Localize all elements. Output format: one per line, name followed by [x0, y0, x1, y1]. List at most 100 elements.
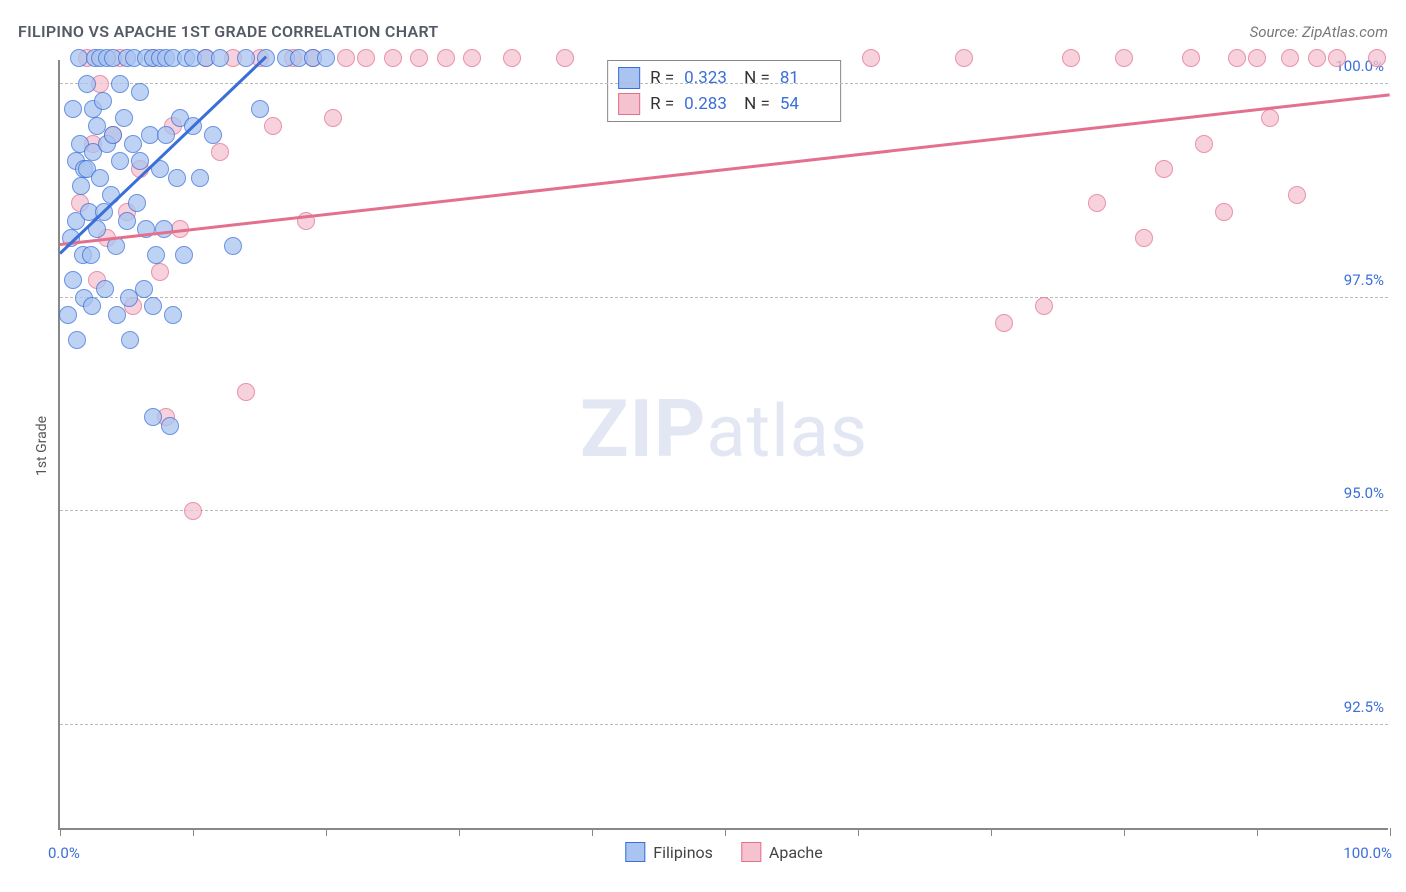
filipinos-point: [68, 331, 86, 349]
stats-legend-box: R = 0.323 N = 81 R = 0.283 N = 54: [607, 60, 841, 122]
filipinos-point: [144, 408, 162, 426]
apache-point: [410, 49, 428, 67]
filipinos-point: [108, 306, 126, 324]
r-label: R =: [650, 94, 674, 114]
filipinos-point: [147, 246, 165, 264]
filipinos-point: [118, 212, 136, 230]
r-value-filipinos: 0.323: [684, 68, 734, 88]
apache-point: [463, 49, 481, 67]
apache-point: [211, 143, 229, 161]
legend-swatch-filipinos: [625, 842, 645, 862]
y-tick-label: 97.5%: [1320, 271, 1390, 289]
x-tick: [459, 828, 460, 836]
x-tick: [193, 828, 194, 836]
apache-point: [1261, 109, 1279, 127]
apache-point: [556, 49, 574, 67]
apache-point: [1062, 49, 1080, 67]
x-tick: [1390, 828, 1391, 836]
gridline: [60, 510, 1388, 511]
source-label: Source: ZipAtlas.com: [1250, 23, 1388, 41]
legend-item-apache: Apache: [741, 842, 823, 862]
filipinos-point: [111, 75, 129, 93]
x-tick: [858, 828, 859, 836]
apache-point: [1248, 49, 1266, 67]
filipinos-point: [78, 75, 96, 93]
watermark-bold: ZIP: [580, 382, 707, 476]
filipinos-point: [144, 297, 162, 315]
filipinos-point: [64, 100, 82, 118]
apache-point: [1115, 49, 1133, 67]
stats-row-filipinos: R = 0.323 N = 81: [618, 65, 830, 91]
apache-point: [237, 383, 255, 401]
y-tick-label: 95.0%: [1320, 484, 1390, 502]
gridline: [60, 297, 1388, 298]
filipinos-point: [204, 126, 222, 144]
apache-point: [264, 117, 282, 135]
x-axis-max-label: 100.0%: [1343, 844, 1392, 862]
watermark-rest: atlas: [706, 389, 868, 474]
apache-point: [1368, 49, 1386, 67]
filipinos-point: [317, 49, 335, 67]
filipinos-point: [121, 331, 139, 349]
filipinos-point: [59, 306, 77, 324]
filipinos-point: [82, 246, 100, 264]
filipinos-point: [157, 126, 175, 144]
filipinos-point: [135, 280, 153, 298]
filipinos-point: [175, 246, 193, 264]
apache-point: [1215, 203, 1233, 221]
x-tick: [60, 828, 61, 836]
filipinos-point: [155, 220, 173, 238]
apache-point: [1035, 297, 1053, 315]
apache-point: [955, 49, 973, 67]
apache-point: [337, 49, 355, 67]
legend-label-filipinos: Filipinos: [653, 843, 713, 862]
filipinos-point: [64, 271, 82, 289]
n-label: N =: [744, 68, 770, 88]
swatch-apache: [618, 93, 640, 115]
swatch-filipinos: [618, 67, 640, 89]
apache-point: [1328, 49, 1346, 67]
legend-label-apache: Apache: [769, 843, 823, 862]
y-axis-label: 1st Grade: [34, 416, 50, 476]
filipinos-point: [96, 280, 114, 298]
filipinos-point: [94, 92, 112, 110]
apache-point: [1088, 194, 1106, 212]
bottom-legend: Filipinos Apache: [625, 842, 822, 862]
filipinos-point: [168, 169, 186, 187]
filipinos-point: [131, 152, 149, 170]
filipinos-point: [161, 417, 179, 435]
apache-point: [184, 502, 202, 520]
x-tick: [725, 828, 726, 836]
filipinos-point: [83, 297, 101, 315]
apache-point: [151, 263, 169, 281]
apache-point: [437, 49, 455, 67]
filipinos-point: [115, 109, 133, 127]
x-tick: [1124, 828, 1125, 836]
x-axis-min-label: 0.0%: [48, 844, 80, 862]
filipinos-point: [124, 135, 142, 153]
filipinos-point: [104, 126, 122, 144]
filipinos-point: [237, 49, 255, 67]
plot-area: ZIPatlas R = 0.323 N = 81 R = 0.283 N = …: [58, 60, 1388, 830]
n-value-apache: 54: [780, 94, 830, 114]
filipinos-point: [128, 194, 146, 212]
chart-title: FILIPINO VS APACHE 1ST GRADE CORRELATION…: [18, 22, 439, 41]
r-value-apache: 0.283: [684, 94, 734, 114]
r-label: R =: [650, 68, 674, 88]
filipinos-point: [211, 49, 229, 67]
apache-point: [1182, 49, 1200, 67]
watermark: ZIPatlas: [580, 382, 868, 476]
y-tick-label: 92.5%: [1320, 698, 1390, 716]
filipinos-point: [224, 237, 242, 255]
x-tick: [326, 828, 327, 836]
legend-item-filipinos: Filipinos: [625, 842, 713, 862]
x-tick: [991, 828, 992, 836]
n-label: N =: [744, 94, 770, 114]
apache-point: [1281, 49, 1299, 67]
filipinos-point: [91, 169, 109, 187]
apache-point: [1288, 186, 1306, 204]
filipinos-point: [251, 100, 269, 118]
apache-point: [1228, 49, 1246, 67]
gridline: [60, 724, 1388, 725]
filipinos-point: [191, 169, 209, 187]
